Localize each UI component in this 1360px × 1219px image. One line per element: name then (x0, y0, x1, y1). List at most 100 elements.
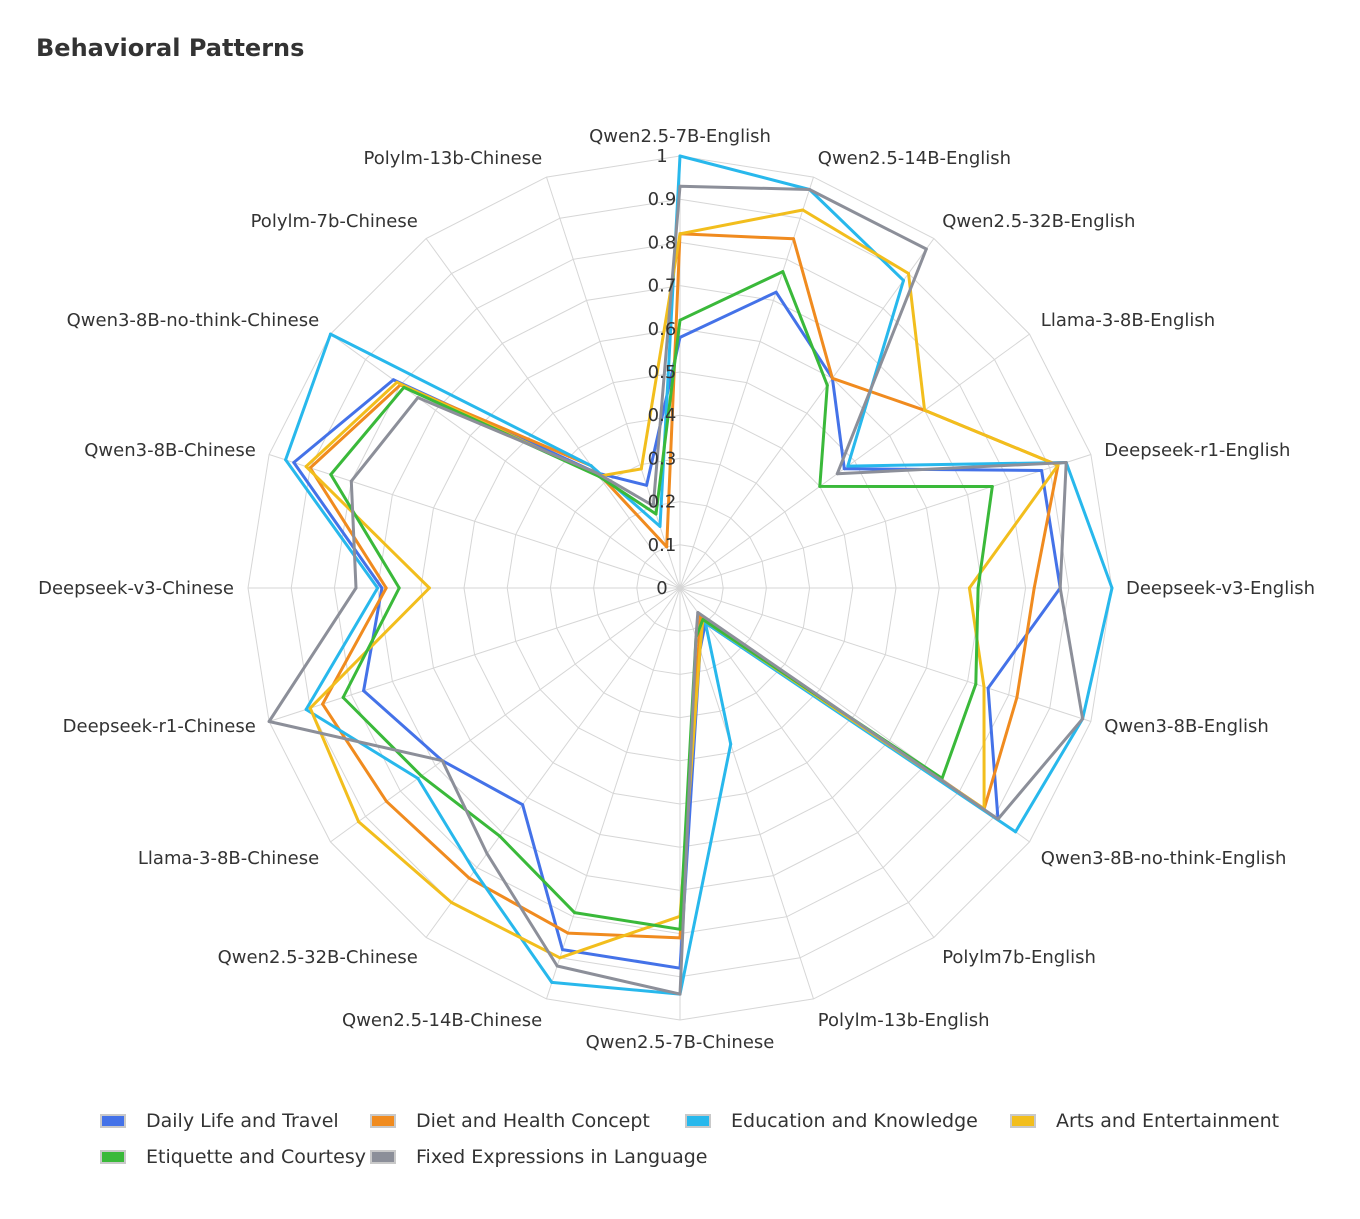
data-point[interactable] (1056, 463, 1060, 467)
data-point[interactable] (472, 869, 476, 873)
data-point[interactable] (380, 586, 384, 590)
data-point[interactable] (729, 742, 733, 746)
data-point[interactable] (678, 318, 682, 322)
data-point[interactable] (395, 380, 399, 384)
data-point[interactable] (1110, 586, 1114, 590)
data-point[interactable] (402, 385, 406, 389)
data-point[interactable] (391, 378, 395, 382)
data-point[interactable] (292, 461, 296, 464)
radial-tick-label: 0.7 (648, 276, 677, 297)
data-point[interactable] (701, 618, 705, 621)
data-point[interactable] (308, 706, 312, 710)
data-point[interactable] (842, 467, 846, 471)
data-point[interactable] (329, 332, 332, 336)
data-point[interactable] (967, 586, 971, 590)
data-point[interactable] (521, 803, 525, 807)
data-point[interactable] (651, 504, 655, 508)
data-point[interactable] (825, 383, 829, 387)
series-line-3[interactable] (284, 154, 1114, 996)
data-point[interactable] (555, 964, 559, 968)
data-point[interactable] (349, 479, 353, 483)
data-point[interactable] (384, 586, 388, 590)
data-point[interactable] (566, 931, 570, 935)
data-point[interactable] (1015, 696, 1019, 699)
data-point[interactable] (267, 720, 271, 723)
data-point[interactable] (996, 817, 1000, 821)
data-point[interactable] (573, 911, 576, 915)
data-point[interactable] (1032, 586, 1036, 590)
data-point[interactable] (678, 927, 682, 931)
data-point[interactable] (376, 586, 380, 590)
data-point[interactable] (589, 464, 593, 468)
data-point[interactable] (384, 799, 388, 803)
data-point[interactable] (321, 702, 325, 706)
data-point[interactable] (976, 586, 980, 590)
data-point[interactable] (357, 820, 360, 824)
data-point[interactable] (923, 408, 927, 412)
data-point[interactable] (694, 635, 698, 639)
data-point[interactable] (678, 154, 682, 158)
legend-item[interactable]: Etiquette and Courtesy (100, 1146, 366, 1168)
data-point[interactable] (774, 290, 778, 294)
data-point[interactable] (498, 834, 502, 838)
legend-item[interactable]: Arts and Entertainment (1010, 1110, 1279, 1132)
data-point[interactable] (397, 586, 401, 590)
data-point[interactable] (678, 184, 682, 188)
data-point[interactable] (792, 237, 795, 241)
data-point[interactable] (678, 936, 682, 940)
data-point[interactable] (924, 247, 928, 251)
data-point[interactable] (1058, 586, 1062, 590)
data-point[interactable] (550, 980, 554, 984)
data-point[interactable] (594, 471, 598, 475)
data-point[interactable] (284, 458, 288, 462)
data-point[interactable] (354, 586, 358, 590)
data-point[interactable] (416, 396, 420, 400)
data-point[interactable] (658, 524, 662, 528)
data-point[interactable] (362, 689, 366, 693)
series-line-4[interactable] (304, 208, 1060, 960)
data-point[interactable] (1064, 461, 1068, 464)
data-point[interactable] (654, 512, 658, 516)
data-point[interactable] (907, 272, 910, 275)
data-point[interactable] (696, 611, 700, 614)
legend-item[interactable]: Education and Knowledge (685, 1110, 978, 1132)
data-point[interactable] (846, 464, 850, 468)
data-point[interactable] (830, 376, 834, 380)
data-point[interactable] (835, 472, 839, 476)
data-point[interactable] (467, 876, 471, 880)
legend-item[interactable]: Fixed Expressions in Language (370, 1146, 707, 1168)
data-point[interactable] (1081, 717, 1085, 721)
data-point[interactable] (304, 465, 308, 468)
data-point[interactable] (558, 956, 562, 960)
legend-item[interactable]: Diet and Health Concept (370, 1110, 650, 1132)
data-point[interactable] (561, 948, 564, 952)
data-point[interactable] (986, 686, 990, 690)
data-point[interactable] (485, 852, 489, 856)
data-point[interactable] (801, 208, 805, 212)
data-point[interactable] (678, 232, 682, 236)
data-point[interactable] (1014, 830, 1017, 834)
data-point[interactable] (341, 696, 345, 699)
data-point[interactable] (416, 776, 420, 780)
data-point[interactable] (1040, 469, 1044, 472)
data-point[interactable] (427, 586, 431, 590)
legend-item[interactable]: Daily Life and Travel (100, 1110, 339, 1132)
data-point[interactable] (808, 188, 811, 191)
data-point[interactable] (329, 473, 333, 476)
data-point[interactable] (818, 484, 822, 488)
data-point[interactable] (304, 708, 308, 711)
data-point[interactable] (902, 278, 905, 282)
data-point[interactable] (639, 467, 643, 471)
data-point[interactable] (781, 270, 785, 274)
data-point[interactable] (440, 759, 444, 763)
data-point[interactable] (982, 685, 986, 689)
data-point[interactable] (665, 545, 669, 549)
data-point[interactable] (974, 682, 978, 686)
data-point[interactable] (450, 901, 453, 904)
data-point[interactable] (698, 648, 702, 652)
data-point[interactable] (419, 774, 423, 778)
data-point[interactable] (990, 485, 994, 488)
data-point[interactable] (678, 992, 682, 996)
data-point[interactable] (645, 483, 649, 487)
radial-tick-label: 0.3 (648, 448, 677, 469)
